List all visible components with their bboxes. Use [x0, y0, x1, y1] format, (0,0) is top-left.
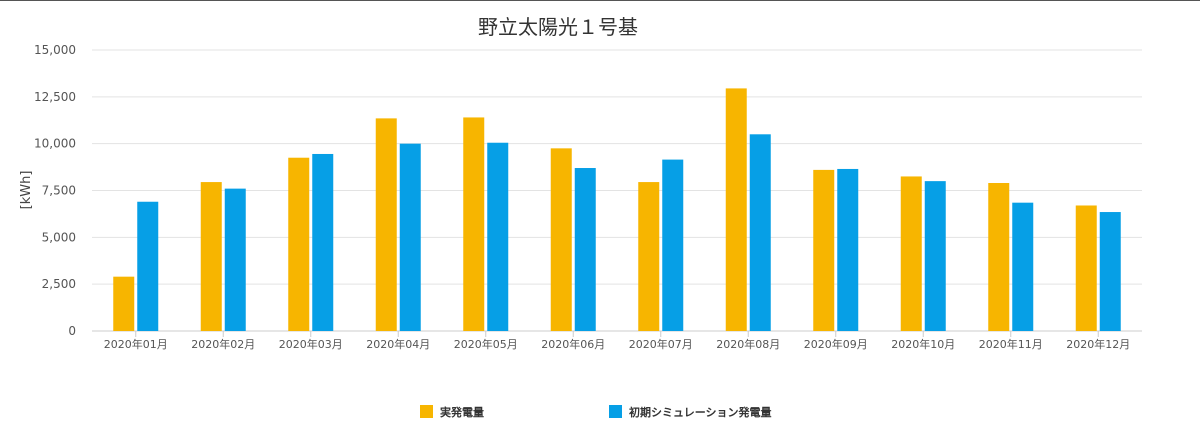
x-axis-ticks: 2020年01月 2020年02月 2020年03月 2020年04月 2020年05月… [104, 331, 1130, 351]
chart-title: 野立太陽光１号基 [478, 15, 638, 39]
bar-simulation [224, 188, 246, 331]
legend-swatch [420, 405, 433, 418]
bar-simulation [312, 153, 334, 331]
y-tick-label: 15,000 [34, 43, 76, 57]
grid-lines [92, 49, 1142, 332]
bar-actual [813, 169, 835, 331]
y-tick-label: 7,500 [42, 184, 76, 198]
bar-simulation [1099, 212, 1121, 331]
y-tick-label: 0 [68, 324, 76, 338]
bar-simulation [137, 201, 159, 331]
bar-simulation [837, 168, 859, 331]
bar-actual [113, 276, 135, 331]
legend: 実発電量 初期シミュレーション発電量 [420, 405, 772, 419]
bar-actual [725, 88, 747, 331]
bar-simulation [574, 168, 596, 331]
bar-actual [550, 148, 572, 331]
x-tick-label: 2020年03月 [279, 337, 343, 351]
x-tick-label: 2020年01月 [104, 337, 168, 351]
x-tick-label: 2020年12月 [1066, 337, 1130, 351]
legend-label: 実発電量 [440, 405, 484, 419]
bar-actual [638, 182, 660, 331]
bar-actual [375, 118, 397, 331]
x-tick-label: 2020年07月 [629, 337, 693, 351]
x-tick-label: 2020年06月 [541, 337, 605, 351]
bar-actual [988, 183, 1010, 331]
bar-simulation [1012, 202, 1034, 331]
y-axis-ticks: 0 2,500 5,000 7,500 10,000 12,500 15,000 [34, 43, 76, 338]
y-tick-label: 5,000 [42, 230, 76, 244]
x-tick-label: 2020年05月 [454, 337, 518, 351]
bar-actual [900, 176, 922, 331]
x-tick-label: 2020年10月 [891, 337, 955, 351]
y-tick-label: 2,500 [42, 277, 76, 291]
legend-swatch [609, 405, 622, 418]
bars [113, 88, 1121, 331]
bar-actual [463, 117, 485, 331]
bar-simulation [924, 181, 946, 331]
x-tick-label: 2020年02月 [191, 337, 255, 351]
y-tick-label: 12,500 [34, 90, 76, 104]
x-tick-label: 2020年08月 [716, 337, 780, 351]
legend-label: 初期シミュレーション発電量 [629, 405, 772, 419]
bar-simulation [487, 142, 509, 331]
bar-actual [1075, 205, 1097, 331]
bar-actual [288, 157, 310, 331]
bar-actual [200, 182, 222, 331]
bar-simulation [662, 159, 684, 331]
y-tick-label: 10,000 [34, 137, 76, 151]
bar-simulation [399, 143, 421, 331]
x-tick-label: 2020年04月 [366, 337, 430, 351]
y-axis-label: [kWh] [19, 171, 34, 210]
x-tick-label: 2020年11月 [979, 337, 1043, 351]
x-tick-label: 2020年09月 [804, 337, 868, 351]
bar-simulation [749, 134, 771, 331]
